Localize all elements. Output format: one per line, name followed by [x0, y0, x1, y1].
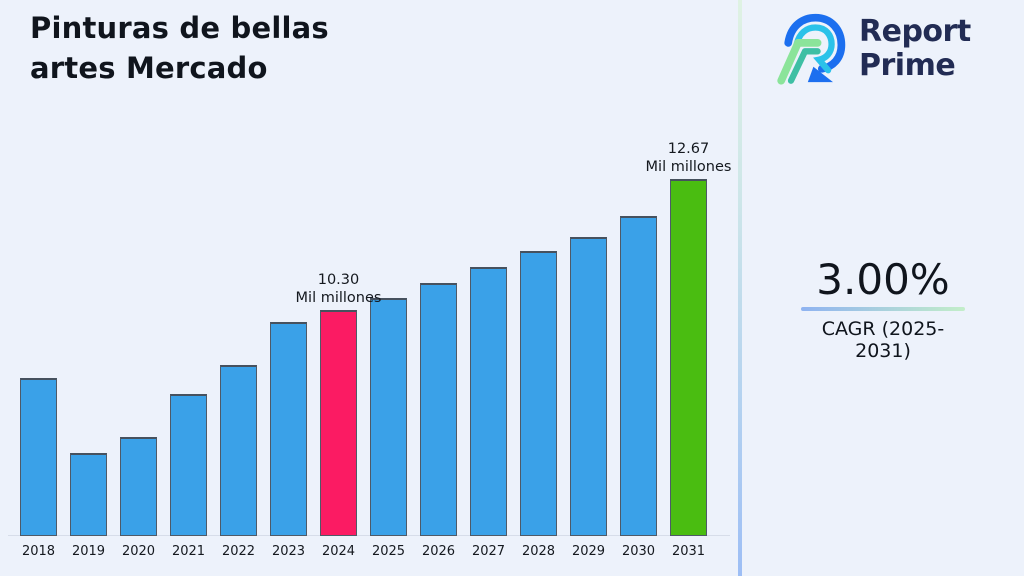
bar-2023	[270, 322, 307, 536]
brand-name-line2: Prime	[859, 47, 956, 83]
x-tick-2026: 2026	[421, 544, 456, 559]
logo-leg	[807, 66, 833, 83]
logo-teal-stroke	[787, 48, 821, 84]
x-tick-2027: 2027	[471, 544, 506, 559]
x-tick-2028: 2028	[521, 544, 556, 559]
logo-green-stroke	[777, 39, 822, 85]
x-tick-2021: 2021	[171, 544, 206, 559]
cagr-underline	[801, 307, 965, 311]
bar-value-label-2031: 12.67 Mil millones	[645, 141, 732, 175]
bar-2021	[170, 394, 207, 536]
bar-2024	[320, 310, 357, 536]
x-tick-2029: 2029	[571, 544, 606, 559]
x-tick-2022: 2022	[221, 544, 256, 559]
cagr-label: CAGR (2025-2031)	[821, 318, 945, 362]
bar-2019	[70, 453, 107, 536]
x-tick-2018: 2018	[21, 544, 56, 559]
bar-2020	[120, 437, 157, 536]
bar-2031	[670, 179, 707, 536]
bar-2028	[520, 251, 557, 536]
cagr-value: 3.00%	[816, 255, 950, 304]
bar-2030	[620, 216, 657, 536]
brand-name: Report Prime	[859, 13, 971, 83]
vertical-divider	[738, 0, 742, 576]
x-tick-2023: 2023	[271, 544, 306, 559]
page-title-line2: artes Mercado	[30, 51, 268, 85]
bar-2025	[370, 298, 407, 536]
bar-2018	[20, 378, 57, 536]
bar-2022	[220, 365, 257, 536]
report-prime-logo: Report Prime	[777, 12, 971, 85]
logo-outer-arc	[784, 13, 846, 73]
x-tick-2019: 2019	[71, 544, 106, 559]
x-tick-2020: 2020	[121, 544, 156, 559]
bar-2026	[420, 283, 457, 536]
x-tick-2024: 2024	[321, 544, 356, 559]
cagr-block: 3.00% CAGR (2025-2031)	[801, 256, 965, 362]
x-tick-2030: 2030	[621, 544, 656, 559]
bar-2029	[570, 237, 607, 536]
report-prime-logo-icon	[777, 13, 846, 85]
page-title-line1: Pinturas de bellas	[30, 11, 329, 45]
bar-value-label-2024: 10.30 Mil millones	[295, 272, 382, 306]
page-title: Pinturas de bellas artes Mercado	[30, 8, 329, 88]
brand-name-line1: Report	[859, 13, 971, 49]
x-tick-2025: 2025	[371, 544, 406, 559]
logo-inner-arc	[793, 24, 835, 74]
market-bar-chart: 2018 2019 2020 2021 2022 2023 2024 2025 2026 2027…	[8, 141, 731, 559]
x-axis-baseline	[8, 535, 730, 536]
bar-2027	[470, 267, 507, 536]
x-tick-2031: 2031	[671, 544, 706, 559]
